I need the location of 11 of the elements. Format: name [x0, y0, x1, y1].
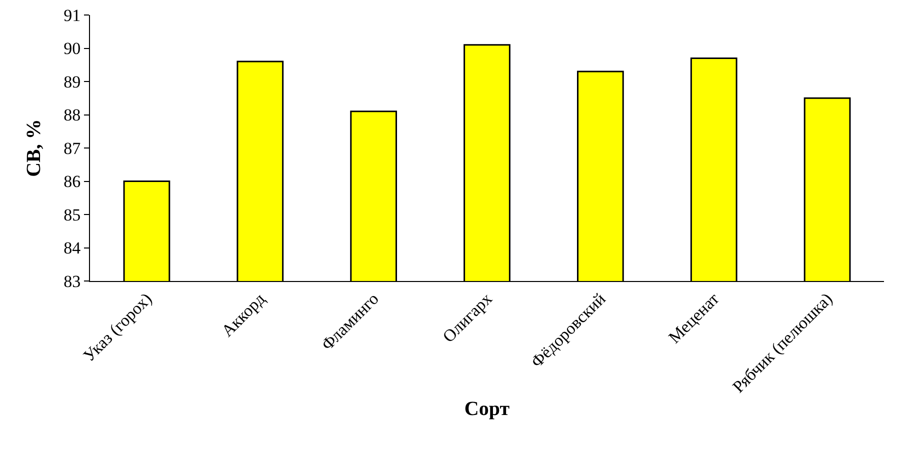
y-tick-label: 86	[64, 172, 81, 192]
y-tick-label: 83	[64, 272, 81, 291]
y-tick-label: 89	[64, 72, 81, 92]
y-tick-label: 90	[64, 39, 81, 58]
y-tick-label: 84	[64, 238, 82, 258]
x-axis-title: Сорт	[464, 398, 510, 420]
y-axis-title: СВ, %	[23, 119, 45, 177]
y-tick-label: 85	[64, 205, 81, 224]
y-tick-label: 91	[64, 6, 81, 25]
y-tick-label: 87	[64, 138, 82, 158]
y-tick-label: 88	[64, 106, 81, 125]
